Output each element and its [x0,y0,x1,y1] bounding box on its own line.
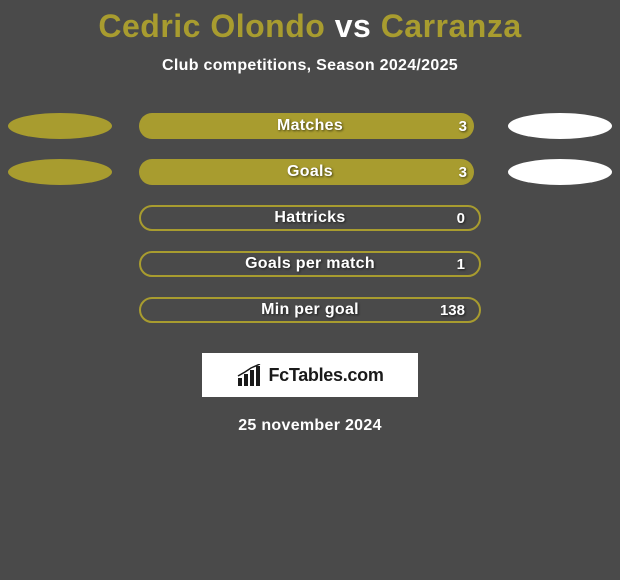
stat-value: 3 [459,118,467,135]
stat-value: 0 [457,210,465,227]
date-label: 25 november 2024 [0,417,620,435]
player1-ellipse [8,159,112,185]
subtitle: Club competitions, Season 2024/2025 [0,57,620,75]
stat-bar: Min per goal 138 [139,297,481,323]
brand-text: FcTables.com [268,365,383,386]
title-player1: Cedric Olondo [98,8,325,44]
stat-row: Goals per match 1 [0,251,620,277]
stats-rows: Matches 3 Goals 3 Hattricks 0 Goals per match 1… [0,113,620,323]
page-title: Cedric Olondo vs Carranza [0,8,620,45]
bars-icon [236,364,262,386]
stat-label: Goals [287,163,333,181]
stat-label: Hattricks [274,209,345,227]
stat-bar: Goals per match 1 [139,251,481,277]
stat-bar: Hattricks 0 [139,205,481,231]
stat-value: 138 [440,302,465,319]
stat-value: 3 [459,164,467,181]
player2-ellipse [508,113,612,139]
stat-label: Matches [277,117,343,135]
stat-row: Min per goal 138 [0,297,620,323]
stat-bar: Matches 3 [139,113,481,139]
title-vs: vs [335,8,372,44]
player1-ellipse [8,113,112,139]
stat-label: Min per goal [261,301,359,319]
stat-bar: Goals 3 [139,159,481,185]
stat-row: Matches 3 [0,113,620,139]
player2-ellipse [508,159,612,185]
brand-badge: FcTables.com [202,353,418,397]
stat-label: Goals per match [245,255,375,273]
title-player2: Carranza [381,8,522,44]
stat-value: 1 [457,256,465,273]
comparison-infographic: Cedric Olondo vs Carranza Club competiti… [0,0,620,435]
stat-row: Goals 3 [0,159,620,185]
stat-row: Hattricks 0 [0,205,620,231]
